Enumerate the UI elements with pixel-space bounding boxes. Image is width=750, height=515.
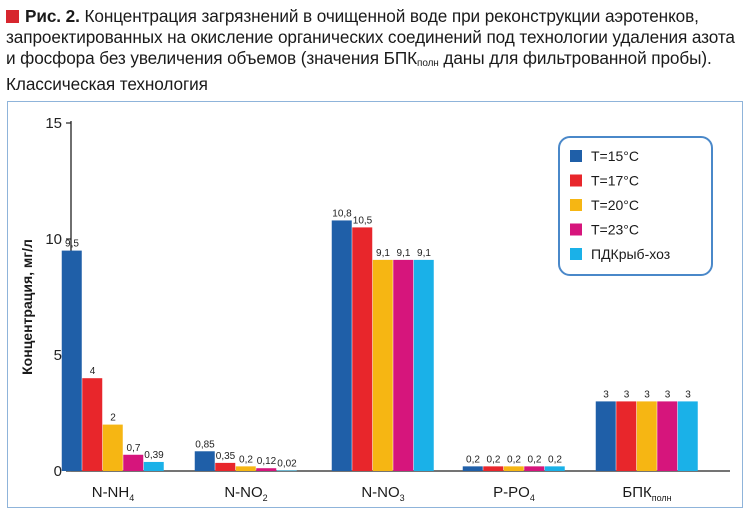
bar-value-label: 0,02	[277, 459, 297, 470]
y-tick-label: 5	[54, 347, 62, 364]
bar	[331, 220, 352, 471]
bar	[677, 401, 698, 471]
figure-label: Рис. 2.	[25, 6, 80, 26]
bar-value-label: 3	[603, 389, 609, 400]
bar-value-label: 10,5	[353, 215, 373, 226]
bar-value-label: 0,35	[216, 451, 236, 462]
bar-chart: 0 5 10 15 Концентрация, мг/л N-NH4 N-NO2 N-NO3 P…	[19, 115, 730, 503]
bar-value-label: 4	[90, 366, 96, 377]
bar	[352, 227, 373, 471]
y-tick-label: 15	[45, 115, 62, 132]
legend-swatch	[570, 199, 582, 211]
bars	[61, 220, 698, 472]
figure-caption: Рис. 2. Концентрация загрязнений в очище…	[6, 6, 742, 95]
bar-value-label: 0,2	[548, 454, 562, 465]
caption-text: Концентрация загрязнений в очищенной вод…	[6, 6, 735, 68]
bar	[276, 470, 297, 472]
bar-value-label: 2	[110, 413, 116, 424]
x-category-label: N-NO2	[224, 484, 267, 503]
bar	[544, 466, 565, 471]
bar-value-label: 0,2	[528, 454, 542, 465]
x-category-label: N-NO3	[361, 484, 404, 503]
legend-entry-label: T=20°C	[591, 197, 639, 213]
bar	[524, 466, 545, 471]
caption-text-end: даны для фильтрованной пробы). Классичес…	[6, 48, 712, 94]
bar	[595, 401, 616, 471]
bar	[372, 259, 393, 471]
bar	[235, 466, 256, 471]
x-category-label: N-NH4	[92, 484, 135, 503]
legend-swatch	[570, 223, 582, 236]
caption-subscript: полн	[417, 58, 439, 69]
bar	[82, 378, 103, 471]
bar-value-label: 0,2	[466, 454, 480, 465]
bar	[483, 466, 504, 471]
bar-value-label: 9,1	[397, 248, 411, 259]
legend-box	[558, 136, 713, 276]
bar-value-label: 3	[644, 389, 650, 400]
x-category-label: P-PO4	[493, 484, 535, 503]
bar	[616, 401, 637, 471]
bar-value-label: 9,1	[376, 248, 390, 259]
bar-value-label: 9,1	[417, 248, 431, 259]
bar-value-label: 0,12	[257, 456, 277, 467]
legend-entry-label: T=17°C	[591, 173, 639, 189]
bar	[143, 461, 164, 471]
caption-marker-icon	[6, 10, 19, 23]
bar-value-label: 0,7	[127, 443, 141, 454]
y-tick-label: 10	[45, 231, 62, 248]
legend-swatch	[570, 248, 582, 260]
bar-value-label: 0,85	[195, 439, 215, 450]
legend: T=15°C T=17°C T=20°C T=23°C ПДКрыб-хоз	[558, 136, 713, 276]
x-category-label: БПКполн	[622, 484, 671, 503]
bar	[61, 250, 82, 471]
bar	[256, 468, 277, 471]
legend-entry-label: ПДКрыб-хоз	[591, 246, 670, 262]
y-tick-label: 0	[54, 463, 62, 480]
bar-value-label: 9,5	[65, 239, 79, 250]
bar-value-label: 3	[624, 389, 630, 400]
bar	[123, 454, 144, 471]
legend-entry-label: T=15°C	[591, 148, 639, 164]
bar	[503, 466, 524, 471]
legend-entry-label: T=23°C	[591, 222, 639, 238]
bar-value-label: 3	[685, 389, 691, 400]
bar-value-label: 0,39	[144, 450, 164, 461]
bar	[215, 462, 236, 471]
bar	[636, 401, 657, 471]
bar-value-label: 0,2	[487, 454, 501, 465]
bar	[657, 401, 678, 471]
bar	[102, 424, 123, 471]
bar-value-label: 3	[665, 389, 671, 400]
bar	[393, 259, 414, 471]
bar	[462, 466, 483, 471]
bar-value-label: 10,8	[332, 208, 352, 219]
legend-swatch	[570, 150, 582, 162]
bar	[413, 259, 434, 471]
bar	[194, 451, 215, 471]
legend-swatch	[570, 174, 582, 187]
bar-value-label: 0,2	[507, 454, 521, 465]
y-axis-title: Концентрация, мг/л	[19, 239, 35, 375]
chart-frame: 0 5 10 15 Концентрация, мг/л N-NH4 N-NO2 N-NO3 P…	[7, 101, 743, 508]
bar-value-label: 0,2	[239, 454, 253, 465]
